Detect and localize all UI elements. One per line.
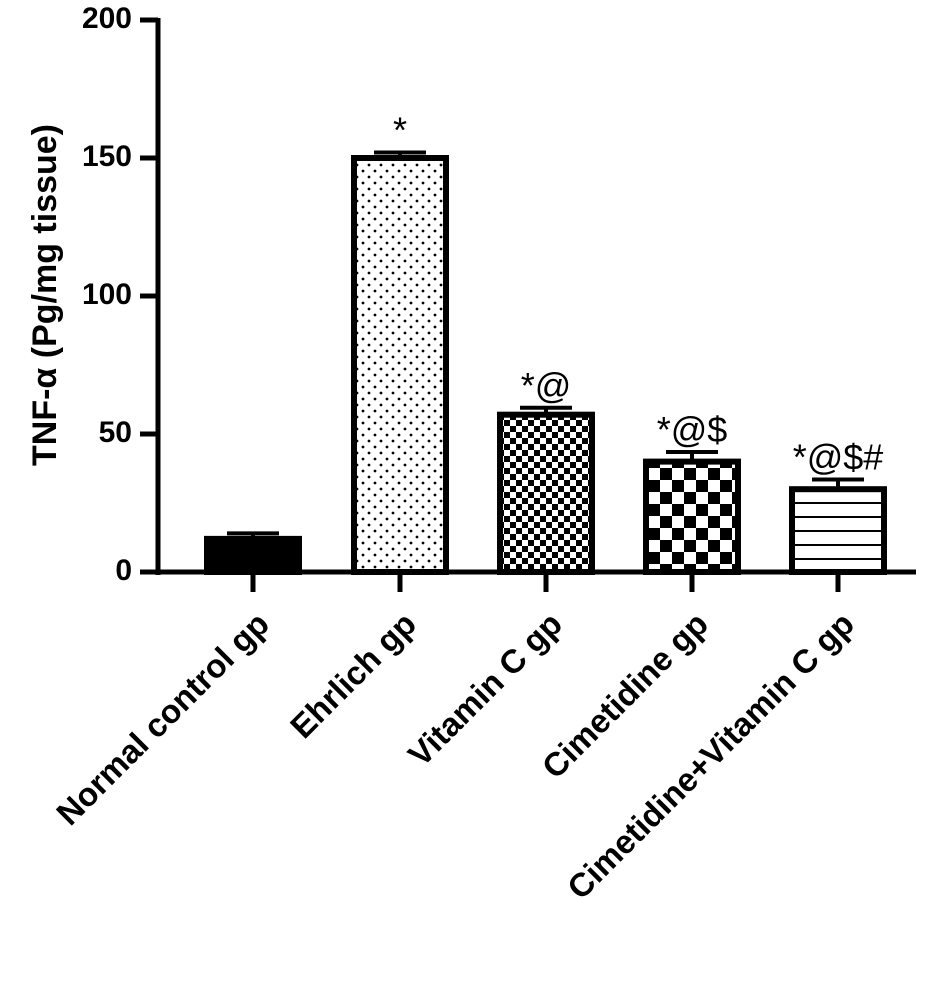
bar	[643, 458, 741, 576]
significance-label: *	[393, 109, 407, 150]
bar	[204, 535, 302, 576]
bars-layer: * *@ *@$ *@$#	[204, 109, 887, 576]
bar-group: *@$	[643, 409, 741, 576]
bar-group: *@	[497, 365, 595, 575]
y-tick-label: 100	[82, 278, 132, 311]
bar-group: *@$#	[789, 437, 887, 576]
bar	[351, 155, 449, 575]
x-tick-label: Cimetidine+Vitamin C gp	[560, 605, 861, 906]
y-tick-label: 0	[115, 554, 132, 587]
significance-label: *@	[521, 365, 572, 406]
y-axis: 0 50 100 150 200	[82, 2, 161, 587]
x-tick-label: Ehrlich gp	[283, 605, 423, 745]
bar-group	[204, 531, 302, 576]
bar	[789, 486, 887, 576]
y-tick-label: 200	[82, 2, 132, 35]
bar	[497, 411, 595, 575]
x-tick-label: Normal control gp	[49, 605, 276, 832]
y-tick-label: 50	[99, 416, 132, 449]
bar-group: *	[351, 109, 449, 575]
y-tick-label: 150	[82, 140, 132, 173]
x-tick-label: Vitamin C gp	[401, 605, 569, 773]
significance-label: *@$	[657, 409, 728, 450]
significance-label: *@$#	[793, 437, 884, 478]
y-axis-title: TNF-α (Pg/mg tissue)	[26, 124, 64, 466]
